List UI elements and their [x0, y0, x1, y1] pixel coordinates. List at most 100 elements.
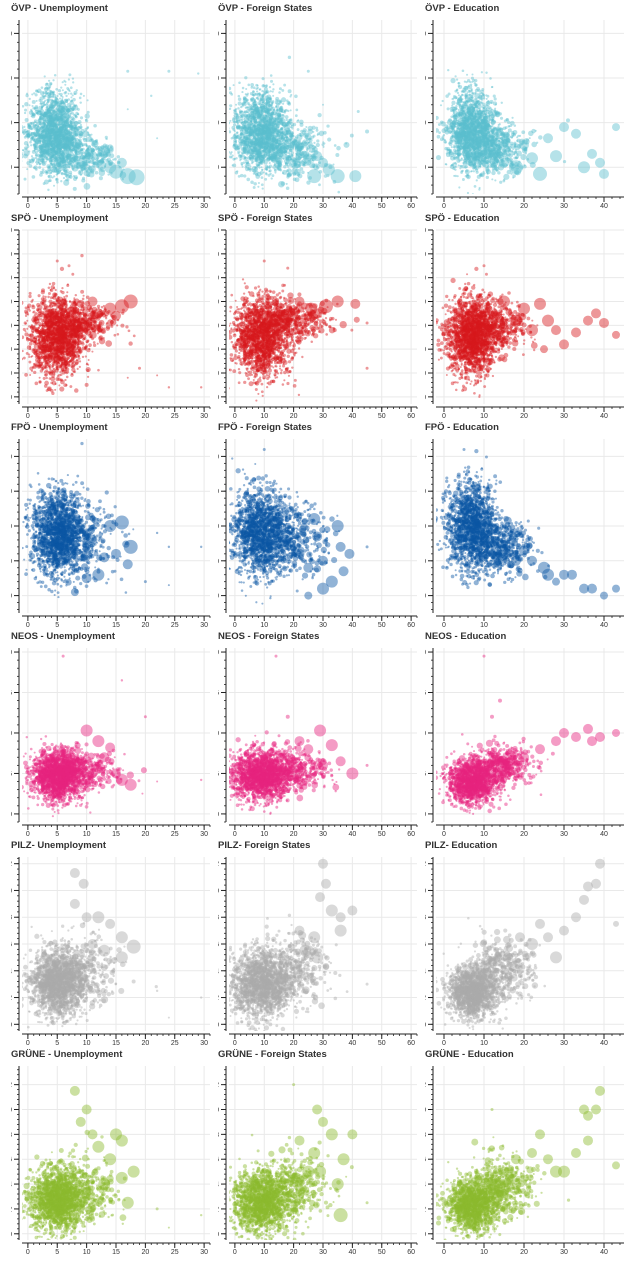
data-point: [56, 129, 60, 133]
data-point: [37, 161, 40, 164]
data-point: [31, 149, 36, 154]
data-point: [56, 137, 60, 141]
data-point: [58, 97, 62, 100]
data-point: [246, 153, 249, 156]
data-point: [278, 120, 282, 124]
data-point: [236, 113, 239, 116]
data-point: [59, 127, 63, 132]
data-point: [64, 141, 68, 145]
data-point: [58, 126, 63, 131]
data-point: [46, 127, 49, 131]
data-point: [273, 154, 280, 161]
data-point: [262, 132, 266, 135]
data-point: [126, 69, 130, 73]
data-point: [51, 104, 54, 107]
data-point: [254, 115, 258, 118]
data-point: [41, 140, 45, 144]
data-point: [68, 147, 71, 150]
data-point: [62, 135, 66, 140]
data-point: [285, 144, 288, 148]
data-point: [271, 174, 275, 178]
data-point: [95, 139, 99, 142]
x-tick-label: 30: [319, 203, 327, 209]
data-point: [50, 143, 56, 149]
data-point: [254, 152, 258, 156]
data-point: [301, 170, 305, 175]
data-point: [272, 134, 276, 137]
data-point: [274, 101, 278, 105]
data-point: [75, 149, 78, 152]
data-point: [262, 130, 267, 135]
data-point: [311, 145, 316, 150]
data-point: [57, 123, 61, 127]
data-point: [83, 151, 87, 155]
data-point: [53, 122, 56, 126]
data-point: [51, 101, 54, 104]
data-point: [246, 161, 250, 165]
data-point: [85, 152, 90, 157]
data-point: [26, 130, 29, 133]
data-point: [258, 130, 263, 136]
data-point: [128, 169, 145, 186]
data-point: [254, 154, 257, 158]
data-point: [54, 104, 57, 107]
data-point: [273, 138, 279, 144]
data-point: [250, 139, 254, 144]
data-point: [75, 137, 79, 142]
data-point: [96, 153, 99, 156]
data-point: [246, 146, 249, 149]
data-point: [42, 91, 46, 95]
data-point: [252, 172, 255, 175]
data-point: [291, 165, 296, 169]
data-point: [62, 124, 65, 127]
data-point: [251, 154, 255, 158]
data-point: [266, 125, 270, 129]
data-point: [52, 146, 56, 151]
data-point: [14, 118, 17, 121]
data-point: [272, 148, 276, 152]
data-point: [234, 107, 238, 111]
data-point: [78, 133, 83, 139]
data-point: [264, 158, 267, 161]
data-point: [286, 168, 292, 173]
data-point: [42, 182, 46, 185]
data-point: [280, 131, 284, 135]
data-point: [68, 139, 72, 143]
data-point: [52, 90, 56, 94]
data-point: [24, 108, 28, 112]
data-point: [49, 152, 53, 155]
data-point: [50, 144, 54, 148]
data-point: [241, 86, 245, 90]
data-point: [43, 139, 47, 142]
data-point: [37, 109, 42, 113]
data-point: [54, 110, 57, 113]
data-point: [74, 142, 79, 147]
data-point: [270, 111, 275, 116]
data-point: [64, 132, 67, 135]
data-point: [258, 116, 261, 119]
data-point: [247, 166, 251, 170]
data-point: [59, 142, 66, 149]
data-point: [59, 153, 63, 157]
data-point: [81, 130, 89, 138]
data-point: [60, 155, 63, 158]
data-point: [251, 116, 256, 121]
data-point: [288, 155, 291, 159]
data-point: [69, 100, 74, 106]
data-point: [64, 124, 67, 127]
data-point: [91, 156, 95, 161]
data-point: [46, 128, 49, 131]
data-point: [289, 126, 292, 129]
data-point: [92, 161, 95, 165]
data-point: [64, 145, 69, 149]
data-point: [65, 136, 69, 140]
data-point: [277, 123, 280, 126]
data-point: [50, 129, 54, 133]
data-point: [54, 139, 59, 143]
data-point: [37, 153, 40, 156]
data-point: [41, 140, 45, 144]
data-point: [70, 99, 73, 103]
data-point: [259, 132, 263, 136]
data-point: [45, 125, 48, 128]
data-point: [65, 130, 69, 133]
